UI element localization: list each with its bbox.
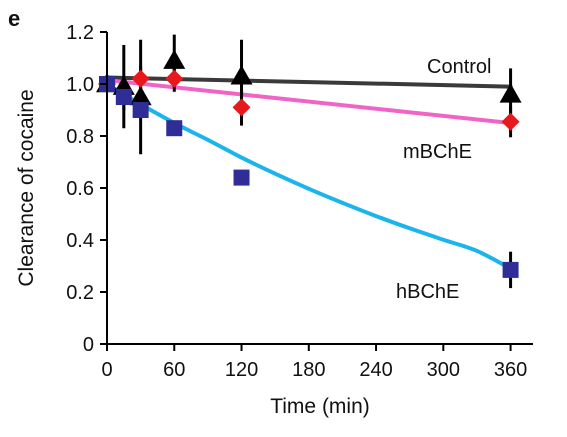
y-tick-label: 0.2 [66, 282, 94, 304]
data-point-control [129, 86, 152, 106]
data-point-mbche [131, 69, 150, 88]
data-markers [96, 49, 522, 278]
series-label-mbche: mBChE [403, 141, 472, 163]
y-tick-label: 1.0 [66, 74, 94, 96]
data-point-mbche [501, 112, 520, 131]
x-tick-label: 180 [292, 359, 325, 381]
series-label-control: Control [427, 56, 491, 78]
fit-lines [105, 75, 513, 271]
data-point-hbche [132, 102, 149, 118]
y-axis-title: Clearance of cocaine [15, 89, 38, 286]
data-point-control [163, 49, 186, 69]
x-tick-label: 240 [359, 359, 392, 381]
data-point-hbche [502, 261, 519, 278]
y-tick-label: 1.2 [66, 22, 94, 44]
data-point-mbche [232, 98, 251, 117]
x-axis-title: Time (min) [270, 395, 370, 418]
data-point-mbche [165, 69, 184, 88]
x-ticks: 0 60 120 180 240 300 360 [101, 344, 527, 381]
y-tick-label: 0.4 [66, 230, 94, 252]
x-tick-label: 60 [163, 359, 185, 381]
data-point-hbche [233, 169, 250, 186]
data-point-control [499, 83, 522, 103]
fit-line-hbche [105, 82, 513, 271]
x-tick-label: 360 [494, 359, 527, 381]
y-tick-label: 0 [83, 334, 94, 356]
series-label-hbche: hBChE [396, 281, 459, 303]
data-point-control [230, 65, 253, 85]
y-tick-label: 0.6 [66, 178, 94, 200]
data-point-hbche [166, 120, 183, 137]
y-ticks: 0 0.2 0.4 0.6 0.8 1.0 1.2 [66, 22, 107, 356]
panel-letter: e [8, 6, 20, 31]
x-tick-label: 0 [101, 359, 112, 381]
x-tick-label: 120 [225, 359, 258, 381]
x-tick-label: 300 [427, 359, 460, 381]
data-point-hbche [115, 89, 132, 105]
y-tick-label: 0.8 [66, 126, 94, 148]
